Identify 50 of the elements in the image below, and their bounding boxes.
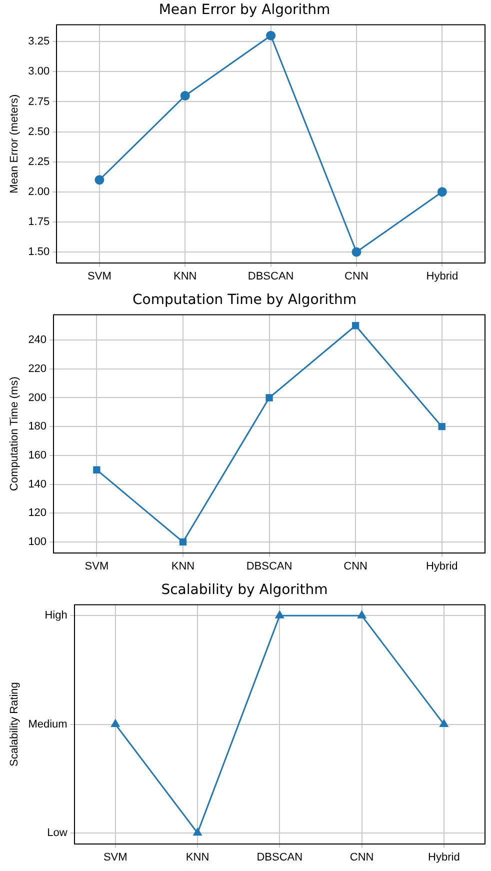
- x-tick-label: DBSCAN: [256, 851, 303, 864]
- y-tick-label: 2.25: [28, 156, 50, 168]
- point: [352, 247, 362, 257]
- point: [266, 394, 273, 402]
- y-tick-label: 2.50: [28, 126, 50, 138]
- x-tick-label: SVM: [84, 560, 109, 572]
- y-axis-title: Scalability Rating: [8, 682, 21, 766]
- category-label: Low: [47, 826, 68, 839]
- category-label: High: [44, 610, 68, 622]
- y-tick-label: 180: [28, 420, 47, 433]
- y-tick-label: 2.00: [28, 186, 50, 198]
- point: [180, 90, 190, 100]
- x-tick-label: KNN: [186, 851, 210, 864]
- category-label: Medium: [28, 718, 68, 730]
- x-tick-label: Hybrid: [426, 270, 458, 282]
- y-tick-label: 200: [28, 392, 47, 404]
- y-tick-label: 220: [28, 362, 47, 375]
- y-tick-label: 1.50: [28, 246, 50, 258]
- y-tick-label: 100: [28, 536, 47, 548]
- y-axis-title: Computation Time (ms): [8, 376, 21, 491]
- y-tick-label: 160: [28, 449, 47, 462]
- chart-title: Scalability by Algorithm: [161, 582, 328, 598]
- y-axis-title: Mean Error (meters): [8, 94, 21, 194]
- x-tick-label: DBSCAN: [246, 560, 292, 572]
- y-tick-label: 2.75: [28, 96, 50, 108]
- x-tick-label: CNN: [350, 851, 374, 864]
- x-tick-label: Hybrid: [428, 851, 460, 864]
- y-tick-label: 120: [28, 507, 47, 520]
- point: [266, 30, 276, 40]
- point: [94, 175, 104, 185]
- x-tick-label: CNN: [344, 560, 368, 572]
- y-tick-label: 140: [28, 478, 47, 490]
- chart-title: Mean Error by Algorithm: [158, 2, 330, 18]
- x-tick-label: DBSCAN: [248, 270, 294, 282]
- y-tick-label: 1.75: [28, 216, 50, 228]
- y-tick-label: 3.00: [28, 66, 50, 78]
- point: [437, 187, 447, 197]
- x-tick-label: CNN: [344, 270, 368, 282]
- point: [352, 322, 360, 330]
- point: [93, 466, 100, 474]
- x-tick-label: SVM: [88, 270, 112, 282]
- x-tick-label: SVM: [103, 851, 128, 864]
- point: [438, 423, 446, 430]
- x-tick-label: KNN: [171, 560, 195, 572]
- x-tick-label: KNN: [174, 270, 197, 282]
- chart-title: Computation Time by Algorithm: [132, 292, 356, 308]
- point: [179, 538, 187, 546]
- y-tick-label: 240: [28, 334, 47, 346]
- x-tick-label: Hybrid: [426, 560, 458, 572]
- y-tick-label: 3.25: [28, 36, 50, 48]
